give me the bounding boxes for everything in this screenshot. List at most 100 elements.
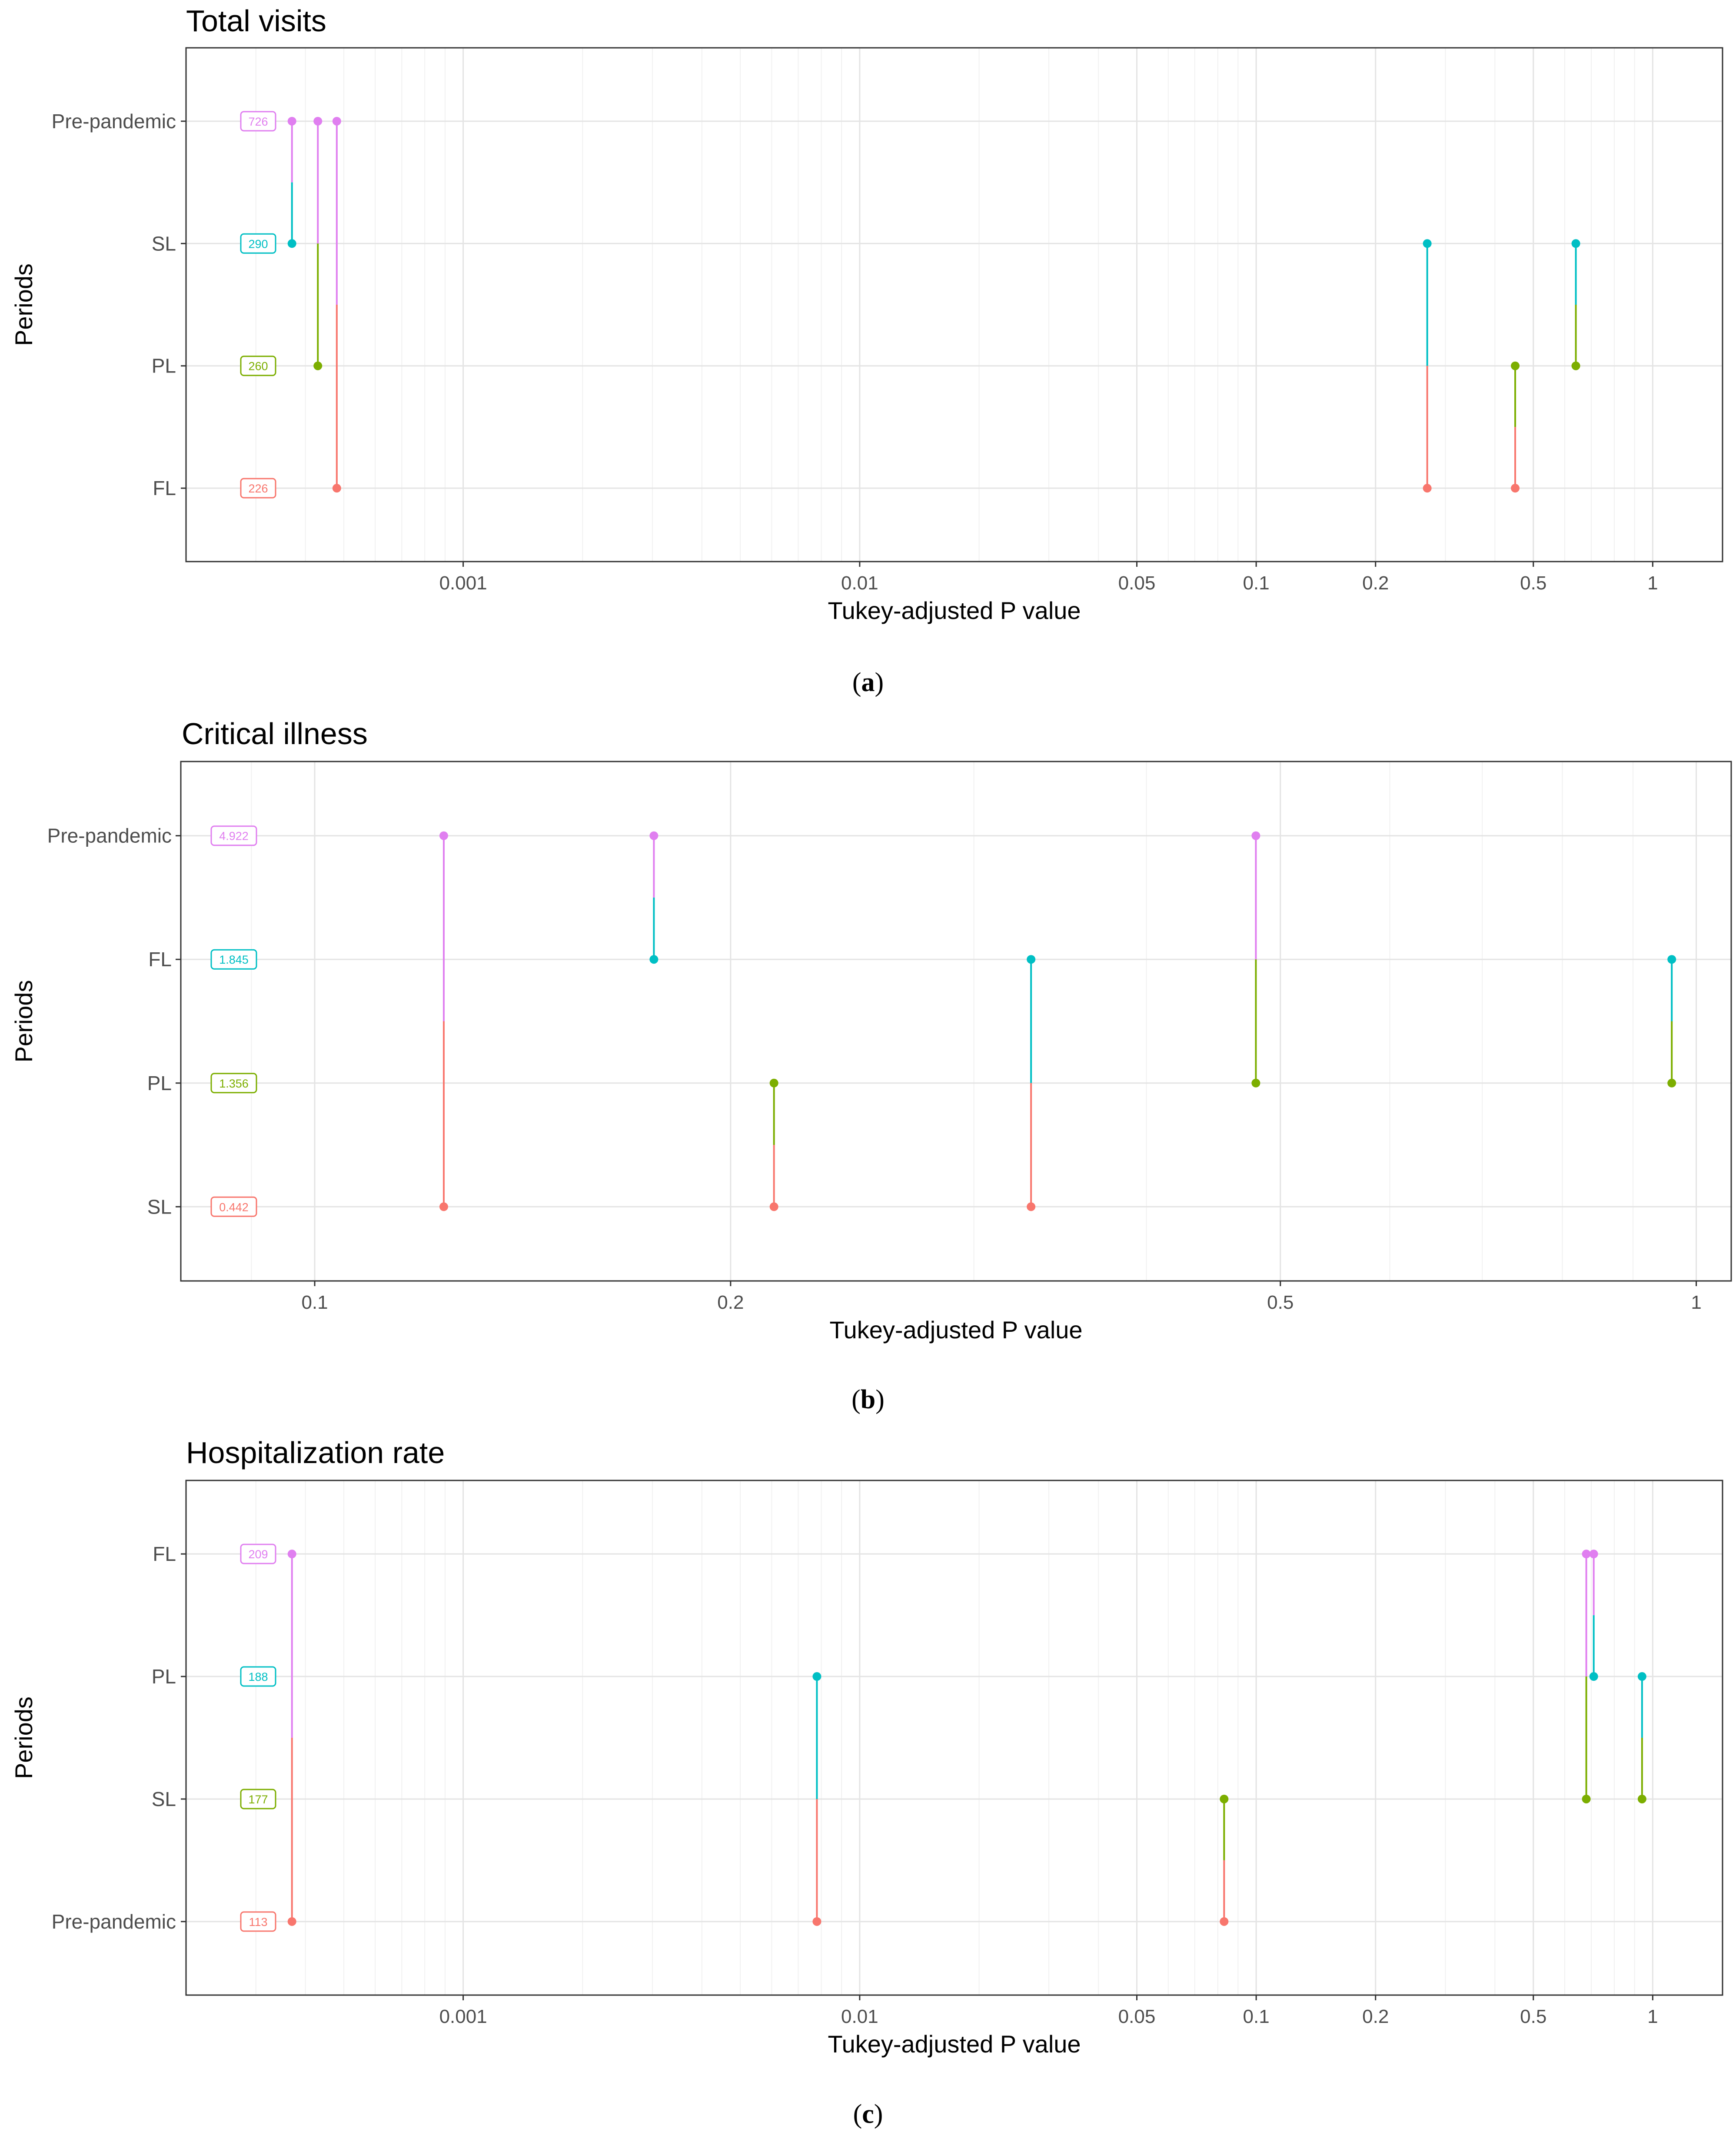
y-category-label: Pre-pandemic [52,110,176,133]
y-category-label: SL [152,1788,176,1810]
value-label: 1.845 [219,953,249,966]
chart-title: Total visits [186,4,326,38]
x-tick-label: 0.01 [841,572,878,594]
segment-point [1667,1078,1676,1088]
segment-point [1571,239,1580,248]
y-category-label: SL [147,1195,172,1218]
y-category-label: PL [152,355,176,377]
caption-letter: c [862,2099,874,2129]
segment-point [769,1078,778,1088]
segment-point [313,116,323,126]
segment-point [1571,361,1580,370]
segment-point [1423,239,1432,248]
y-category-label: Pre-pandemic [47,825,172,847]
segment-point [1667,955,1676,964]
segment-point [287,116,296,126]
caption-paren: ( [852,668,861,697]
segment-point [769,1202,778,1211]
segment-point [1027,1202,1036,1211]
segment-point [332,116,341,126]
value-label-box [240,1543,276,1564]
x-axis-label: Tukey-adjusted P value [828,2030,1081,2058]
segment: PL vs Pre-pandemic: p = 0.01 [812,1672,821,1926]
x-axis-label: Tukey-adjusted P value [829,1316,1082,1344]
panel-caption: (a) [852,668,884,697]
value-label: 177 [248,1793,268,1806]
y-axis-label: Periods [10,980,37,1063]
x-tick-label: 0.2 [1362,2006,1389,2027]
segment-point [439,1202,448,1211]
y-category-label: PL [152,1665,176,1688]
value-label: 226 [248,482,268,495]
segment-point [1637,1672,1646,1681]
segment-point [1251,831,1260,840]
segment-point [812,1917,821,1926]
panel-caption: (b) [851,1385,885,1414]
segment: SL vs FL: p = 0.27 [1423,239,1432,493]
value-label-box [240,1911,276,1932]
value-label-box [240,356,276,376]
panel-c: 0.001 0.01 0.05 0.1 0.2 0.5 1 FL PL SL Pre-pandemi… [10,1436,1723,2129]
segment-point [649,831,658,840]
segment-point [287,1917,296,1926]
segment: Pre-pandemic vs PL: p = 0 [313,116,323,370]
y-axis-label: Periods [10,263,37,346]
x-tick-label: 0.1 [1243,572,1270,594]
caption-letter: a [861,668,875,697]
segment-point [1220,1794,1229,1803]
y-category-label: PL [147,1072,172,1094]
value-label-box [240,111,276,132]
minor-gridlines [255,48,1653,562]
segment-point [1251,1078,1260,1088]
segment-point [649,955,658,964]
x-tick-label: 0.001 [439,572,487,594]
segment-point [439,831,448,840]
value-label: 188 [248,1670,268,1683]
segment-point [332,484,341,493]
caption-paren: ( [851,1385,861,1414]
segment: SL vs Pre-pandemic: p = 0.08 [1220,1794,1229,1926]
x-tick-label: 0.2 [1362,572,1389,594]
value-label: 209 [248,1548,268,1561]
segment: SL vs PL: p = 0.64 [1571,239,1580,370]
segment: Pre-pandemic vs FL: p = 0.18 [649,831,658,964]
value-label-box [210,1073,257,1094]
x-tick-label: 0.1 [1243,2006,1270,2027]
value-label: 0.442 [219,1201,249,1214]
segment: PL vs FL: p = 0.45 [1511,361,1520,493]
segment-point [1582,1794,1591,1803]
x-tick-label: 0.05 [1118,572,1156,594]
x-tick-label: 0.01 [841,2006,878,2027]
segment-point [1589,1550,1598,1559]
segment-point [1637,1794,1646,1803]
value-label-box [240,478,276,499]
value-label-box [210,1196,257,1217]
segment: FL vs SL: p = 0.68 [1582,1550,1591,1803]
caption-paren: ( [853,2099,862,2129]
segment: FL vs PL: p = 0.71 [1589,1550,1598,1681]
segment-point [313,361,323,370]
y-category-label: Pre-pandemic [52,1910,176,1933]
panel-border [180,761,1732,1282]
value-label: 290 [248,237,268,250]
segment: FL vs Pre-pandemic: p = 0 [287,1550,296,1926]
y-axis-label: Periods [10,1696,37,1779]
segment: Pre-pandemic vs SL: p = 0 [287,116,296,248]
x-tick-label: 0.001 [439,2006,487,2027]
value-label: 113 [249,1916,267,1929]
segment: FL vs PL: p = 0.96 [1667,955,1676,1088]
segment: Pre-pandemic vs PL: p = 0.48 [1251,831,1260,1088]
panel-border [185,47,1723,562]
y-category-label: FL [153,477,176,499]
value-label-box [210,949,257,970]
value-label-box [240,1666,276,1687]
segment-point [1511,361,1520,370]
segment: FL vs SL: p = 0.33 [1027,955,1036,1211]
value-label: 4.922 [219,830,249,843]
panel-caption: (c) [853,2099,883,2129]
x-tick-label: 1 [1647,2006,1658,2027]
x-tick-label: 1 [1647,572,1658,594]
x-tick-label: 0.05 [1118,2006,1156,2027]
